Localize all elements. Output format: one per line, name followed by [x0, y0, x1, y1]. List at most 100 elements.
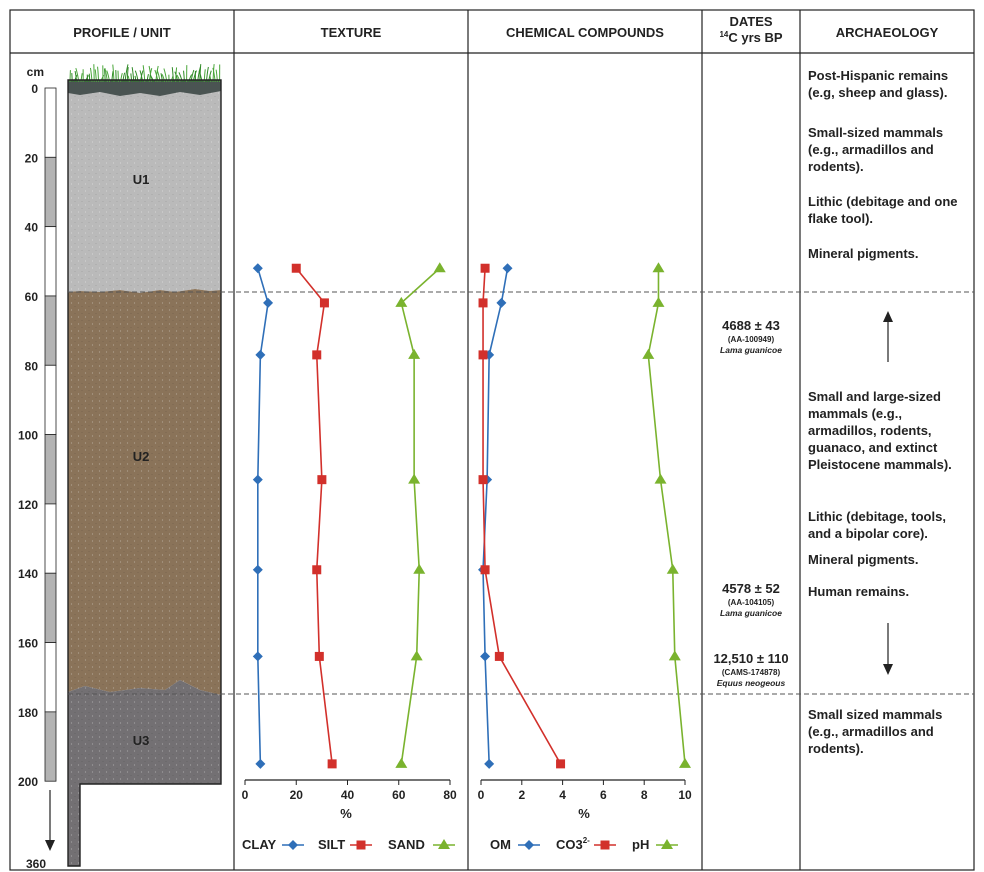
grass-blade: [139, 70, 144, 83]
grass-blade: [73, 74, 78, 83]
header-profile: PROFILE / UNIT: [73, 25, 171, 40]
chemical-point-ph: [654, 473, 667, 484]
depth-scale-segment: [44, 434, 57, 505]
chemical-point-co3: [494, 651, 504, 661]
chemical-point-om: [496, 297, 507, 308]
legend-co3-label: CO32-: [556, 836, 590, 852]
texture-point-clay: [252, 564, 263, 575]
grass-blade: [106, 70, 111, 83]
archaeology-note-line: Pleistocene mammals).: [808, 457, 952, 472]
texture-point-sand: [410, 650, 423, 661]
archaeology-note-line: Small sized mammals: [808, 707, 942, 722]
grass-blade: [190, 69, 195, 83]
header-dates: DATES: [729, 14, 772, 29]
grass-blade: [203, 69, 206, 83]
grass-blade: [100, 74, 105, 83]
date-taxon: Equus neogeous: [717, 678, 786, 688]
grass-blade: [160, 73, 163, 83]
depth-tick-label: 40: [25, 221, 39, 235]
texture-point-silt: [327, 759, 337, 769]
chemical-x-tick-label: 2: [518, 788, 525, 802]
grass-blade: [84, 75, 89, 83]
archaeology-note-line: (e.g., armadillos and: [808, 724, 934, 739]
date-taxon: Lama guanicoe: [720, 345, 782, 355]
texture-point-sand: [408, 348, 421, 359]
chemical-point-ph: [652, 262, 665, 273]
chemical-series-line-om: [482, 268, 509, 764]
date-value: 12,510 ± 110: [713, 651, 788, 666]
unit-u2-texture: [68, 289, 221, 695]
depth-scale-segment: [44, 364, 57, 435]
archaeology-note-line: Lithic (debitage and one: [808, 194, 958, 209]
texture-series-line-silt: [295, 267, 333, 764]
legend-om-key: [518, 840, 540, 850]
legend-sand-key: [433, 839, 455, 849]
grass-blade: [120, 73, 123, 83]
chemical-point-ph: [679, 757, 691, 768]
grass-blade: [209, 75, 212, 83]
grass-blade: [80, 73, 83, 83]
date-entry: 4688 ± 43 (AA-100949) Lama guanicoe: [720, 318, 782, 355]
depth-bottom-label: 360: [26, 857, 46, 871]
archaeology-note-line: Mineral pigments.: [808, 552, 919, 567]
legend-ph-key: [656, 839, 678, 849]
depth-tick-label: 0: [31, 82, 38, 96]
unit-u2-label: U2: [133, 449, 150, 464]
date-value: 4578 ± 52: [722, 581, 780, 596]
unit-u3-texture: [68, 680, 221, 866]
depth-tick-label: 60: [25, 290, 39, 304]
date-entry: 4578 ± 52 (AA-104105) Lama guanicoe: [720, 581, 782, 618]
legend-key-marker: [356, 840, 366, 850]
chemical-point-om: [480, 651, 491, 662]
chemical-point-co3: [480, 565, 490, 575]
archaeology-note-line: Lithic (debitage, tools,: [808, 509, 946, 524]
depth-tick-label: 200: [18, 775, 38, 789]
legend-ph-label: pH: [632, 837, 649, 852]
depth-scale-segment: [44, 642, 57, 713]
grass-blade: [134, 70, 139, 83]
grass-blade: [161, 74, 166, 83]
legend-clay-label: CLAY: [242, 837, 277, 852]
texture-point-sand: [413, 563, 426, 574]
texture-point-silt: [319, 298, 329, 308]
header-chemical: CHEMICAL COMPOUNDS: [506, 25, 664, 40]
chemical-point-om: [484, 758, 495, 769]
archaeology-note-line: Human remains.: [808, 584, 909, 599]
chemical-point-co3: [480, 263, 490, 273]
texture-x-label: %: [340, 806, 352, 821]
depth-scale-segment: [44, 572, 57, 643]
header-texture: TEXTURE: [321, 25, 382, 40]
texture-point-sand: [395, 757, 408, 768]
chemical-point-om: [502, 263, 513, 274]
legend-key-marker: [524, 840, 534, 850]
depth-tick-label: 100: [18, 429, 38, 443]
texture-point-silt: [317, 475, 327, 485]
grass-blade: [94, 69, 97, 83]
grass-blade: [192, 70, 197, 83]
figure-frame: [9, 9, 975, 871]
grass-blade: [127, 75, 130, 83]
header-archaeology: ARCHAEOLOGY: [836, 25, 939, 40]
texture-point-silt: [312, 350, 322, 360]
texture-x-tick-label: 40: [341, 788, 355, 802]
texture-point-silt: [291, 263, 301, 273]
chemical-point-ph: [666, 563, 679, 574]
chemical-series-line-co3: [482, 268, 562, 765]
grass-blade: [156, 69, 161, 83]
chemical-x-tick-label: 6: [600, 788, 607, 802]
texture-x-tick-label: 80: [443, 788, 457, 802]
up-arrow-icon: [883, 311, 893, 362]
legend-key-marker: [661, 839, 673, 849]
legend-key-marker: [600, 840, 610, 850]
grass-blade: [154, 69, 159, 83]
texture-series-line-sand: [400, 267, 441, 764]
chemical-x-tick-label: 4: [559, 788, 566, 802]
date-taxon: Lama guanicoe: [720, 608, 782, 618]
unit-u1-texture: [68, 89, 221, 293]
depth-tick-label: 120: [18, 498, 38, 512]
date-entry: 12,510 ± 110 (CAMS-174878) Equus neogeou…: [713, 651, 788, 688]
unit-u1-label: U1: [133, 172, 150, 187]
texture-point-silt: [312, 565, 322, 575]
texture-point-silt: [314, 651, 324, 661]
depth-tick-label: 80: [25, 359, 39, 373]
